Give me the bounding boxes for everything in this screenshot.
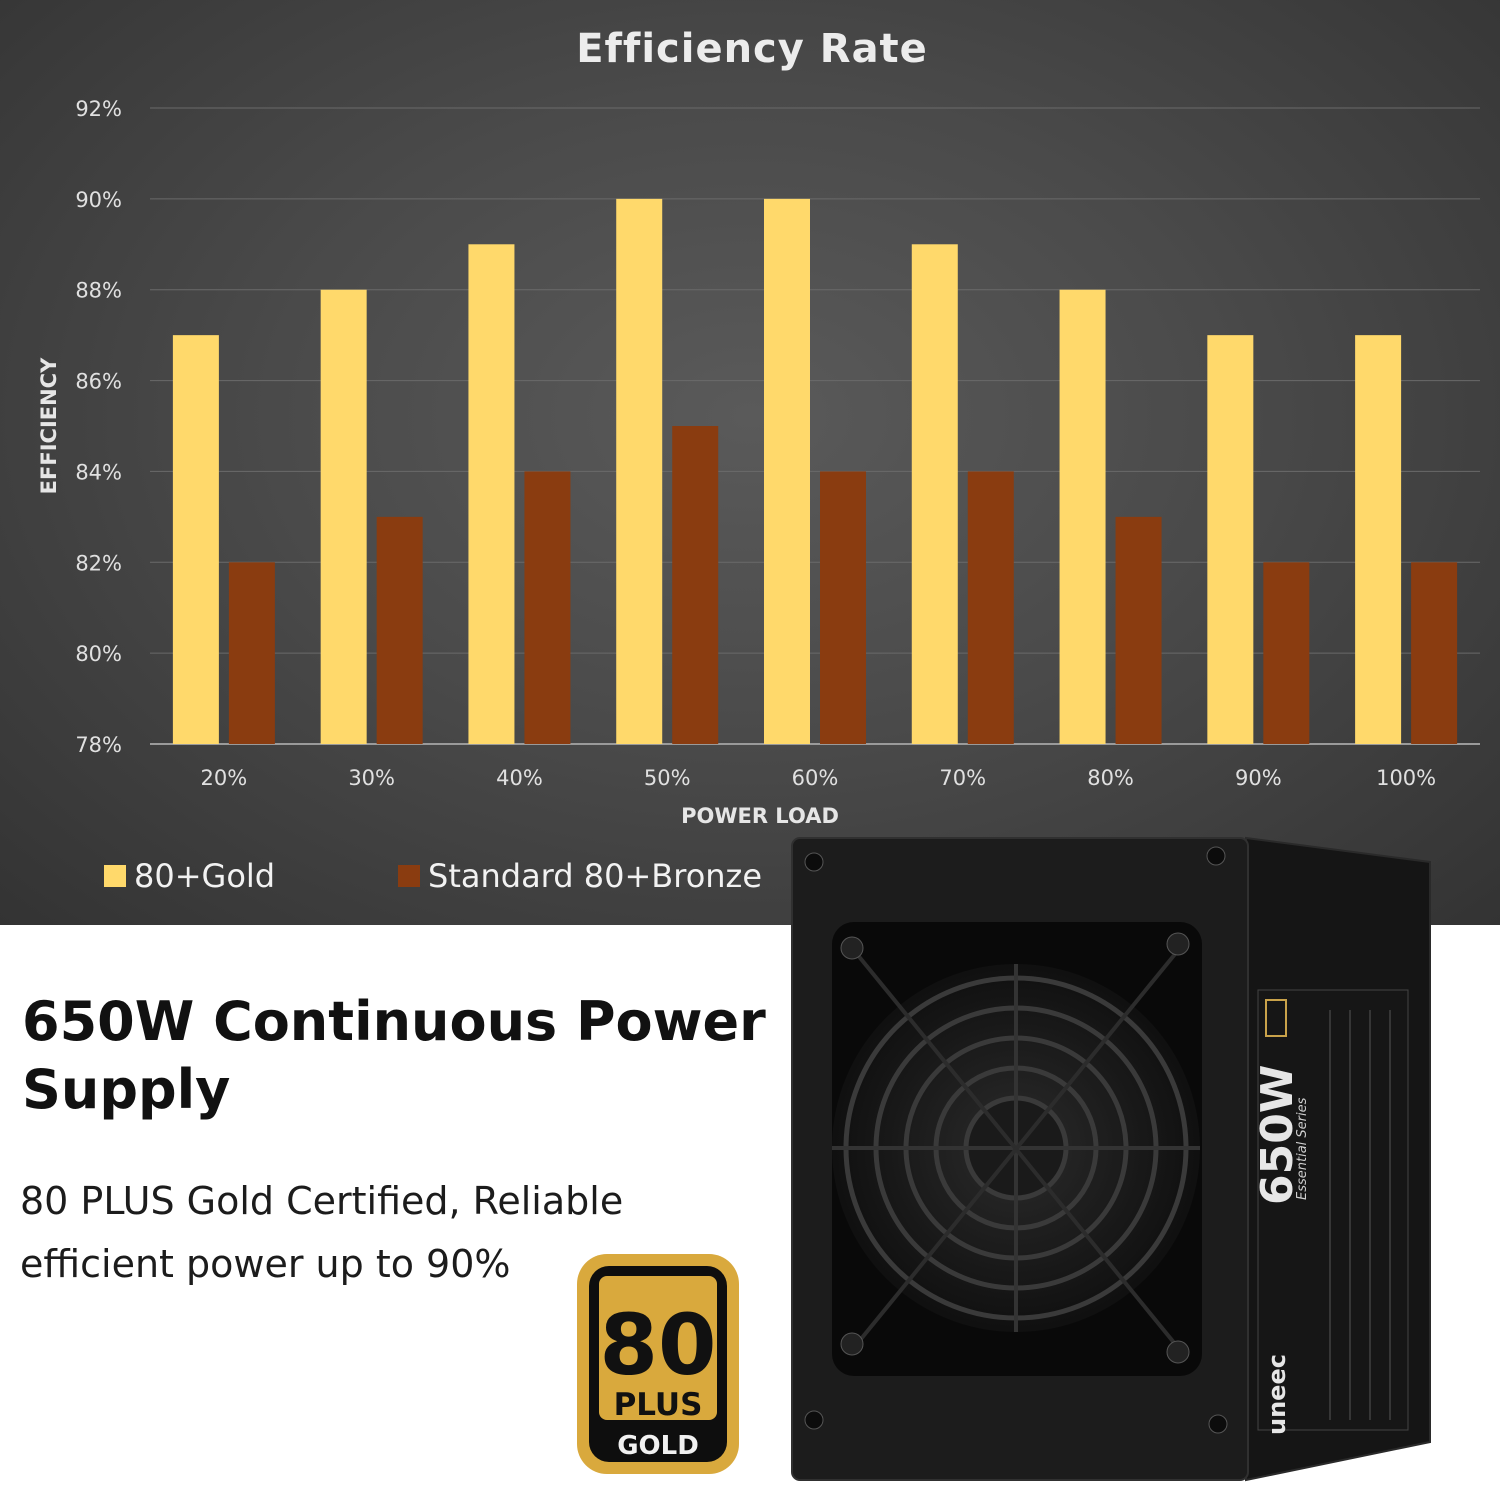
efficiency-chart: Efficiency Rate 92% 90% 88% 86% 84% 82% 80% 78%… <box>37 26 1480 828</box>
psu-wattage-label: 650W <box>1252 1065 1303 1205</box>
badge-level: GOLD <box>617 1431 699 1461</box>
chart-title: Efficiency Rate <box>576 26 928 72</box>
x-tick-label: 100% <box>1376 766 1436 790</box>
bar-gold-20pct <box>172 335 219 744</box>
x-tick-label: 80% <box>1087 766 1134 790</box>
bars <box>172 198 1458 745</box>
x-tick-label: 20% <box>201 766 248 790</box>
y-tick-label: 88% <box>75 279 122 303</box>
headline: 650W Continuous Power Supply <box>22 990 766 1121</box>
x-tick-label: 50% <box>644 766 691 790</box>
y-tick-label: 82% <box>75 551 122 575</box>
x-tick-labels: 20% 30% 40% 50% 60% 70% 80% 90% 100% <box>201 766 1437 790</box>
bar-bronze-20pct <box>228 562 275 744</box>
bar-gold-40pct <box>468 244 515 745</box>
chart-panel: Efficiency Rate 92% 90% 88% 86% 84% 82% 80% 78%… <box>0 0 1500 925</box>
bar-gold-80pct <box>1059 289 1106 744</box>
bar-gold-50pct <box>616 198 663 744</box>
y-axis-label: EFFICIENCY <box>37 357 61 494</box>
bar-gold-60pct <box>764 198 810 744</box>
x-tick-label: 90% <box>1235 766 1282 790</box>
y-tick-label: 78% <box>75 733 122 757</box>
x-tick-label: 30% <box>348 766 395 790</box>
screw-icon <box>804 1410 824 1430</box>
psu-label: 650W Essential Series uneec <box>1252 989 1409 1435</box>
bar-gold-30pct <box>320 289 367 744</box>
x-tick-label: 40% <box>496 766 543 790</box>
y-tick-label: 84% <box>75 460 122 484</box>
y-tick-label: 92% <box>75 97 122 121</box>
bar-bronze-90pct <box>1263 562 1310 744</box>
screw-icon <box>1206 846 1226 866</box>
legend-item-gold: 80+Gold <box>104 856 275 896</box>
screw-icon <box>804 852 824 872</box>
y-tick-label: 90% <box>75 188 122 212</box>
fan-icon <box>832 932 1200 1364</box>
grid-lines <box>150 107 1480 745</box>
80-plus-gold-badge: 80 PLUS GOLD <box>577 1254 739 1474</box>
legend-swatch-gold <box>104 865 126 887</box>
bar-bronze-70pct <box>967 471 1014 744</box>
bar-bronze-60pct <box>820 471 866 744</box>
subtext: 80 PLUS Gold Certified, Reliable efficie… <box>20 1179 624 1286</box>
bar-gold-90pct <box>1207 335 1254 744</box>
legend-swatch-bronze <box>398 865 420 887</box>
x-tick-label: 70% <box>939 766 986 790</box>
bar-bronze-80pct <box>1115 516 1162 744</box>
x-axis-label: POWER LOAD <box>681 804 839 828</box>
legend-label-bronze: Standard 80+Bronze <box>428 857 763 895</box>
bar-gold-100pct <box>1355 335 1402 744</box>
legend-item-bronze: Standard 80+Bronze <box>398 856 762 896</box>
bar-bronze-30pct <box>376 516 423 744</box>
y-tick-label: 80% <box>75 642 122 666</box>
psu-brand-label: uneec <box>1263 1354 1291 1435</box>
bar-gold-70pct <box>911 244 958 745</box>
badge-plus: PLUS <box>614 1387 703 1423</box>
x-tick-label: 60% <box>792 766 839 790</box>
legend-label-gold: 80+Gold <box>134 857 276 895</box>
psu-series-label: Essential Series <box>1295 1097 1310 1200</box>
y-tick-labels: 92% 90% 88% 86% 84% 82% 80% 78% <box>75 97 122 757</box>
badge-panel <box>599 1276 717 1420</box>
badge-number: 80 <box>600 1296 717 1394</box>
bar-bronze-50pct <box>672 426 719 744</box>
bar-bronze-100pct <box>1411 562 1458 744</box>
bar-bronze-40pct <box>524 471 571 744</box>
y-tick-label: 86% <box>75 370 122 394</box>
screw-icon <box>1208 1414 1228 1434</box>
